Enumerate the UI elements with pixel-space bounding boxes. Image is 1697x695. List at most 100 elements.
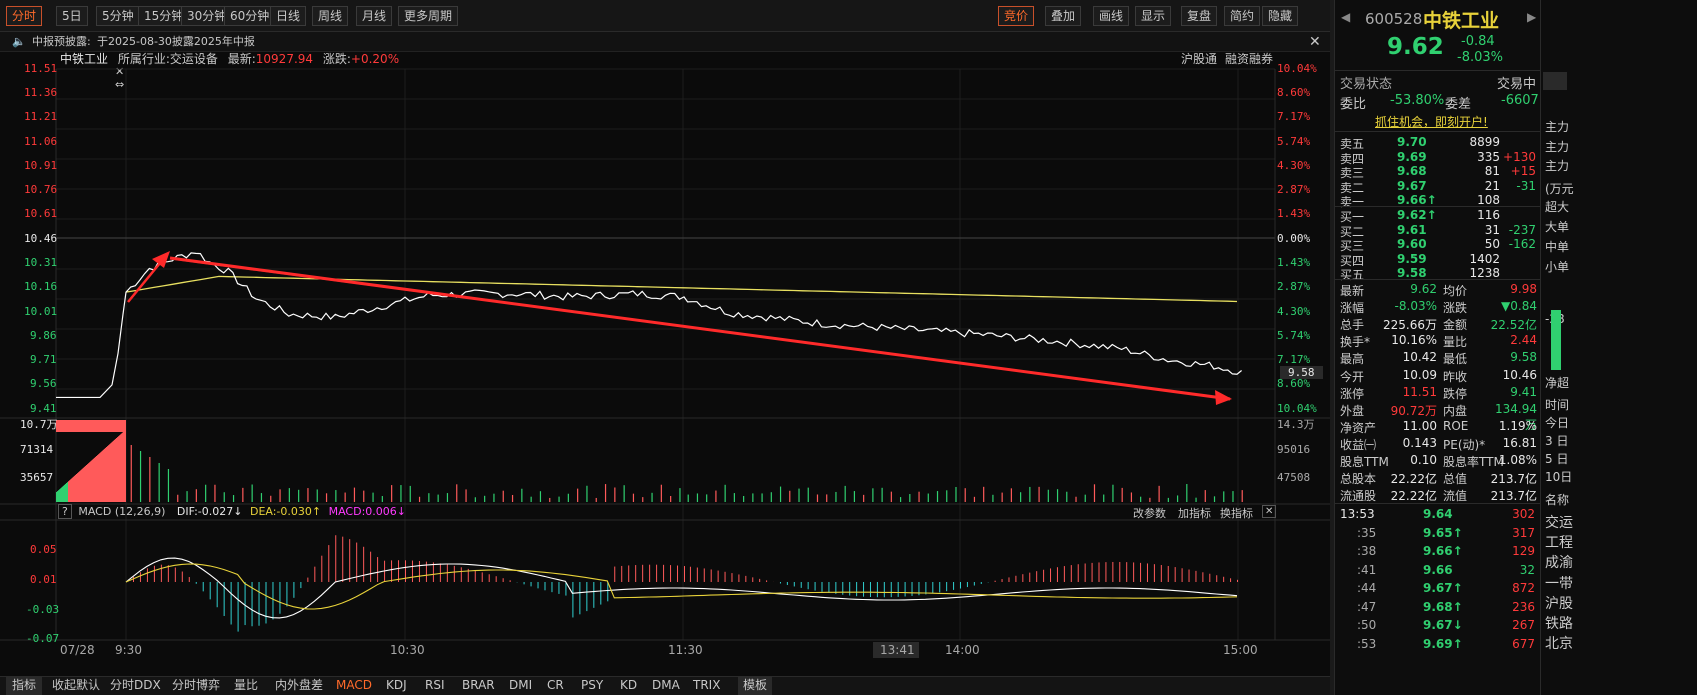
buy-price[interactable]: 9.58 [1397,266,1427,280]
tab-more-periods[interactable]: 更多周期 [398,6,459,26]
news-text[interactable]: 于2025-08-30披露2025年中报 [97,35,255,48]
volume-bar [1149,497,1151,502]
tab-kd[interactable]: KD [620,678,638,692]
sell-price[interactable]: 9.70 [1397,135,1427,149]
macd-bar [800,582,802,588]
macd-bar [869,582,871,597]
macd-bar [814,582,816,591]
overlay-button[interactable]: 叠加 [1045,6,1082,26]
auction-button[interactable]: 竞价 [998,6,1035,26]
buy-price[interactable]: 9.62↑ [1397,208,1437,222]
replay-button[interactable]: 复盘 [1181,6,1218,26]
sell-volume: 21 [1484,178,1500,193]
simple-button[interactable]: 简约 [1224,6,1261,26]
hide-button[interactable]: 隐藏 [1262,6,1299,26]
stat-label: 跌停 [1443,386,1468,401]
swap-indicator-button[interactable]: 换指标 [1220,507,1253,520]
prev-stock-icon[interactable]: ◀ [1341,10,1351,24]
macd-bar [994,580,996,582]
macd-bar [132,576,134,582]
macd-bar [209,582,211,600]
sell-price[interactable]: 9.67 [1397,178,1427,193]
close-indicator-icon[interactable]: ✕ [1262,505,1277,518]
tick-price: 9.68↑ [1423,599,1463,614]
macd-bar [258,582,260,626]
tab-game[interactable]: 分时博弈 [172,678,221,692]
macd-bar [980,582,982,584]
draw-button[interactable]: 画线 [1093,6,1130,26]
volume-bar [108,445,109,502]
macd-bar [307,577,309,582]
volume-bar [63,485,64,502]
volume-bar [521,488,523,502]
close-icon[interactable]: ✕ [1309,34,1321,50]
macd-bar [890,582,892,598]
chg-value: +0.20% [350,52,400,66]
tab-15min[interactable]: 15分钟 [138,6,190,26]
help-icon[interactable]: ? [58,504,72,519]
volume-bar [474,497,476,502]
margin-link[interactable]: 融资融券 [1225,52,1274,66]
volume-bar [539,491,542,502]
tab-weekly[interactable]: 周线 [312,6,349,26]
side-label: 交运 [1545,515,1573,531]
volume-bar [82,468,83,502]
tab-template[interactable]: 模板 [738,676,773,695]
change-params-button[interactable]: 改参数 [1133,507,1166,520]
tab-daily[interactable]: 日线 [270,6,307,26]
buy-delta: -162 [1508,237,1536,251]
tab-monthly[interactable]: 月线 [356,6,393,26]
volume-bar [186,491,188,502]
stat-value: 9.41 [1510,384,1537,399]
tab-5min[interactable]: 5分钟 [96,6,140,26]
tab-60min[interactable]: 60分钟 [224,6,276,26]
volume-bar [85,465,86,502]
tab-rsi[interactable]: RSI [425,678,445,692]
tab-cr[interactable]: CR [547,678,564,692]
sell-price[interactable]: 9.69 [1397,149,1427,164]
buy-price[interactable]: 9.60 [1397,237,1427,251]
macd-bar [314,566,316,582]
tab-kdj[interactable]: KDJ [386,678,407,692]
sell-price[interactable]: 9.68 [1397,164,1427,178]
macd-bar [453,565,455,582]
buy-price[interactable]: 9.59 [1397,251,1427,266]
tab-30min[interactable]: 30分钟 [181,6,233,26]
buy-price[interactable]: 9.61 [1397,222,1427,237]
volume-bar [670,495,672,502]
hgt-link[interactable]: 沪股通 [1181,52,1218,66]
tab-5day[interactable]: 5日 [56,6,88,26]
news-bar: 🔈 中报预披露: 于2025-08-30披露2025年中报 ✕ [0,32,1330,52]
volume-bar [715,490,717,502]
sell-price[interactable]: 9.66↑ [1397,193,1437,207]
tab-psy[interactable]: PSY [581,678,604,692]
tab-dma[interactable]: DMA [652,678,680,692]
macd-bar [863,582,865,597]
y-right-7: 0.00% [1277,232,1311,245]
industry-value[interactable]: 交运设备 [169,52,218,66]
panel-divider[interactable] [1330,0,1334,695]
tab-inout[interactable]: 内外盘差 [275,678,324,692]
tab-indicator[interactable]: 指标 [6,676,43,695]
tab-trix[interactable]: TRIX [693,678,721,692]
tab-brar[interactable]: BRAR [462,678,495,692]
volume-bar [1066,491,1068,502]
add-indicator-button[interactable]: 加指标 [1178,507,1211,520]
macd-bar [432,562,434,582]
macd-bar [363,546,365,582]
next-stock-icon[interactable]: ▶ [1527,10,1537,24]
tab-volratio[interactable]: 量比 [234,678,259,692]
side-tab-icon[interactable] [1543,72,1567,90]
tab-collapse-default[interactable]: 收起默认 [52,678,101,692]
macd-bar [272,582,274,620]
tab-dmi[interactable]: DMI [509,678,533,692]
macd-bar [1160,565,1162,582]
tab-fenshi[interactable]: 分时 [6,6,43,26]
open-account-link[interactable]: 抓住机会，即刻开户! [1375,115,1488,129]
volume-bar [955,486,957,502]
display-button[interactable]: 显示 [1135,6,1172,26]
side-label: 主力 [1545,159,1570,173]
tab-ddx[interactable]: 分时DDX [110,678,161,692]
macd-title[interactable]: MACD (12,26,9) [78,505,166,518]
tab-macd[interactable]: MACD [336,678,372,692]
